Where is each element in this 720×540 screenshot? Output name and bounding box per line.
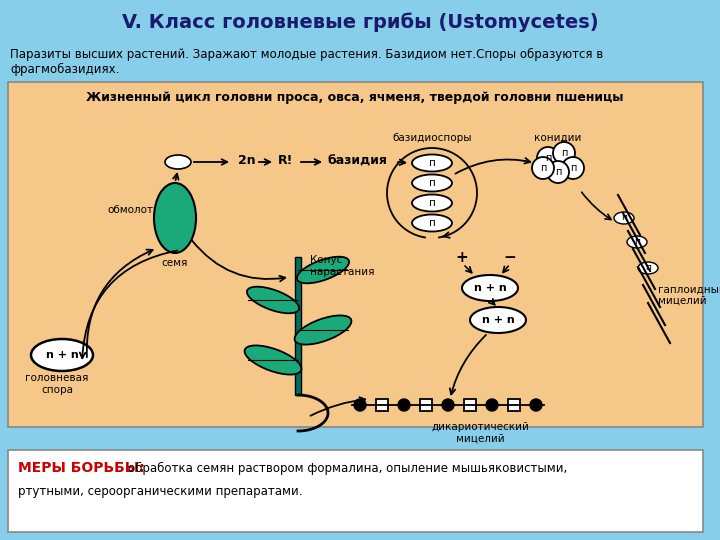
Ellipse shape (462, 275, 518, 301)
Circle shape (442, 399, 454, 411)
Text: п: п (634, 238, 640, 246)
Ellipse shape (627, 236, 647, 248)
Text: базидиоспоры: базидиоспоры (392, 133, 472, 143)
Circle shape (354, 399, 366, 411)
Text: n + n: n + n (474, 283, 506, 293)
FancyBboxPatch shape (8, 82, 703, 427)
Text: п: п (540, 163, 546, 173)
Ellipse shape (412, 154, 452, 172)
Ellipse shape (412, 194, 452, 212)
Text: R!: R! (278, 154, 293, 167)
Circle shape (486, 399, 498, 411)
Ellipse shape (470, 307, 526, 333)
Text: +: + (456, 251, 469, 266)
Circle shape (547, 161, 569, 183)
FancyBboxPatch shape (8, 450, 703, 532)
Text: п: п (545, 153, 552, 163)
Bar (464, 399, 476, 411)
Ellipse shape (245, 346, 302, 375)
Text: базидия: базидия (328, 154, 388, 167)
Text: 2n: 2n (238, 154, 256, 167)
Text: Жизненный цикл головни проса, овса, ячменя, твердой головни пшеницы: Жизненный цикл головни проса, овса, ячме… (86, 91, 624, 104)
Text: п: п (645, 264, 651, 273)
Ellipse shape (247, 287, 299, 313)
Bar (376, 399, 388, 411)
Text: V. Класс головневые грибы (Ustomycetes): V. Класс головневые грибы (Ustomycetes) (122, 12, 598, 32)
Text: обмолот: обмолот (107, 205, 153, 215)
Bar (508, 399, 520, 411)
Text: n + n: n + n (482, 315, 514, 325)
Ellipse shape (297, 256, 349, 284)
Text: п: п (621, 213, 627, 222)
Text: гаплоидный
мицелий: гаплоидный мицелий (658, 284, 720, 306)
Ellipse shape (412, 174, 452, 192)
Bar (295, 257, 301, 395)
Text: Конус
нарастания: Конус нарастания (310, 255, 374, 276)
Text: −: − (503, 251, 516, 266)
Text: п: п (428, 158, 436, 168)
Ellipse shape (31, 339, 93, 371)
Text: п: п (428, 218, 436, 228)
Text: п: п (428, 198, 436, 208)
Bar (420, 399, 432, 411)
Text: п: п (428, 178, 436, 188)
Ellipse shape (154, 183, 196, 253)
Text: семя: семя (162, 258, 188, 268)
Text: п: п (555, 167, 561, 177)
Circle shape (562, 157, 584, 179)
Circle shape (553, 142, 575, 164)
Text: ртутными, сероорганическими препаратами.: ртутными, сероорганическими препаратами. (18, 485, 302, 498)
Ellipse shape (412, 214, 452, 232)
Text: МЕРЫ БОРЬБЫ:: МЕРЫ БОРЬБЫ: (18, 461, 145, 475)
Text: п: п (561, 148, 567, 158)
Circle shape (530, 399, 542, 411)
Text: Паразиты высших растений. Заражают молодые растения. Базидиом нет.Споры образуют: Паразиты высших растений. Заражают молод… (10, 48, 603, 76)
Text: конидии: конидии (534, 133, 582, 143)
Ellipse shape (614, 212, 634, 224)
Ellipse shape (638, 262, 658, 274)
Ellipse shape (165, 155, 191, 169)
Ellipse shape (294, 315, 351, 345)
Circle shape (398, 399, 410, 411)
Circle shape (532, 157, 554, 179)
Text: дикариотический
мицелий: дикариотический мицелий (431, 422, 529, 443)
Text: n + n: n + n (45, 350, 78, 360)
Text: головневая
спора: головневая спора (25, 373, 89, 395)
Circle shape (537, 147, 559, 169)
Text: обработка семян раствором формалина, опыление мышьяковистыми,: обработка семян раствором формалина, опы… (128, 462, 567, 475)
Text: п: п (570, 163, 576, 173)
